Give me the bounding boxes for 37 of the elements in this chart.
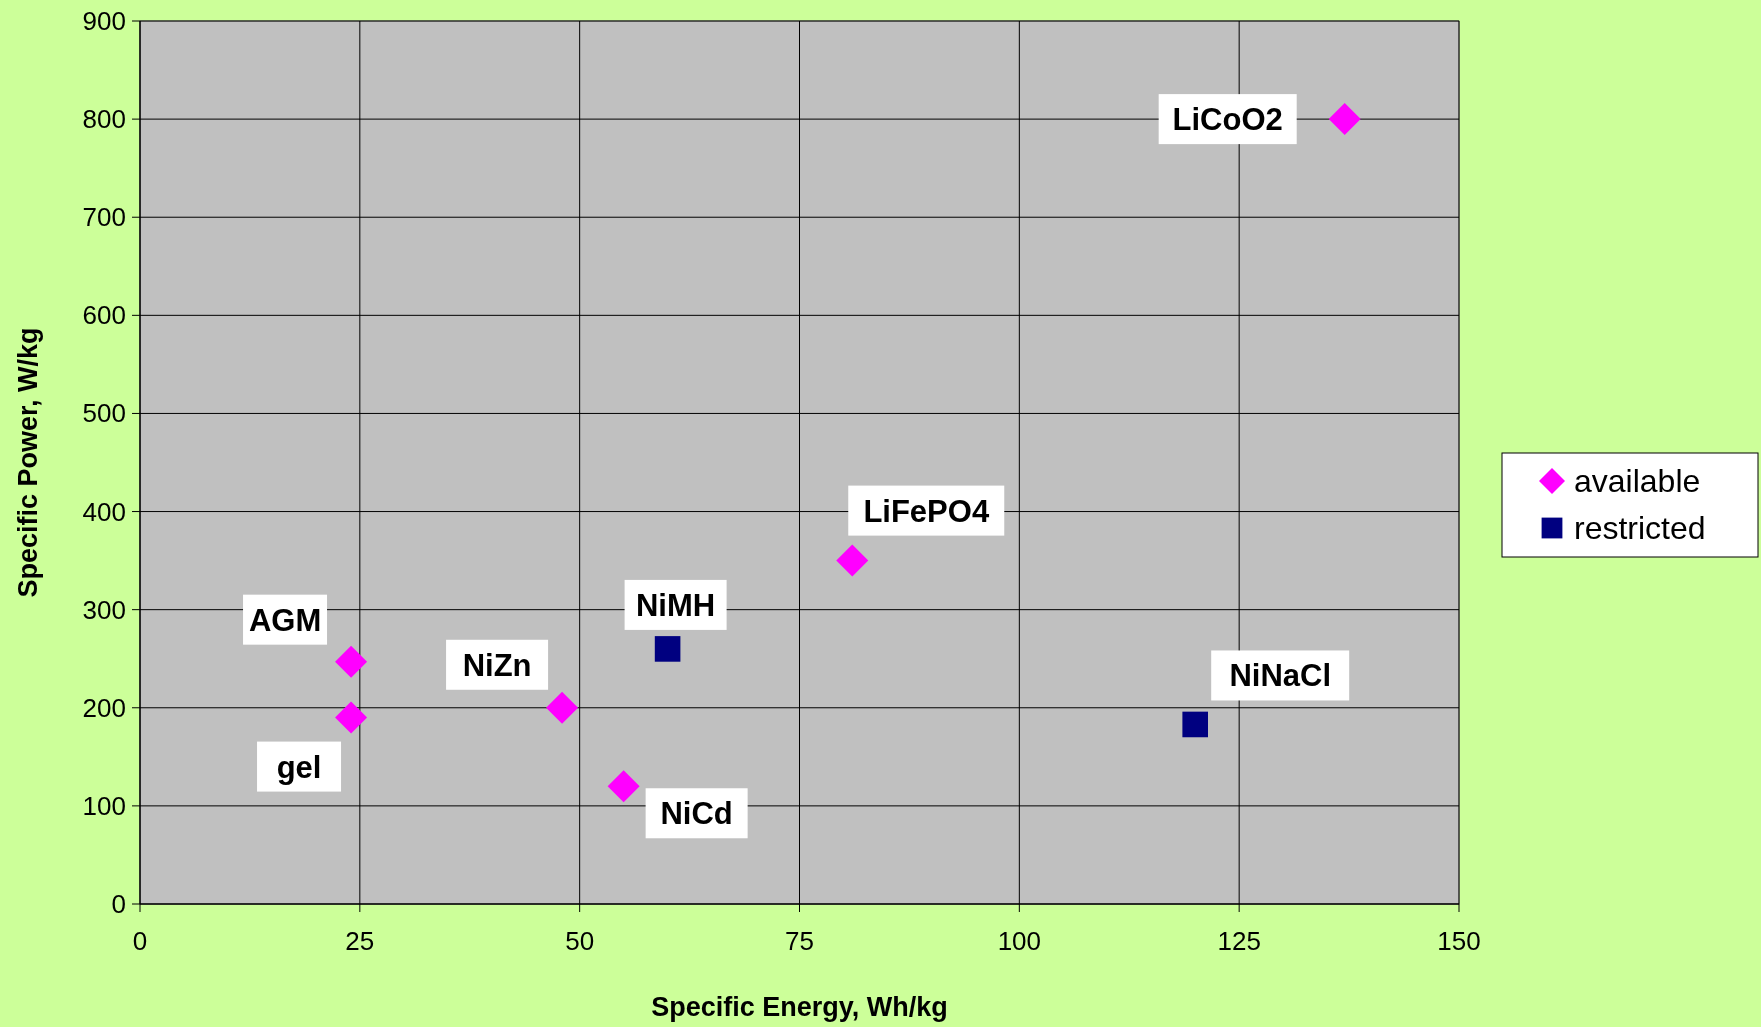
x-tick-label: 50 <box>565 926 595 956</box>
annotation: LiFePO4 <box>863 493 990 529</box>
x-axis-title: Specific Energy, Wh/kg <box>651 992 948 1022</box>
point <box>335 645 368 678</box>
y-axis-title: Specific Power, W/kg <box>13 327 43 598</box>
annotation: NiNaCl <box>1229 658 1332 694</box>
y-tick-label: 800 <box>82 104 126 135</box>
point <box>836 544 869 577</box>
y-tick-label: 400 <box>82 496 126 527</box>
legend-label: restricted <box>1574 510 1706 546</box>
x-tick-label: 150 <box>1437 926 1481 956</box>
annotation: LiCoO2 <box>1172 102 1283 138</box>
annotation: gel <box>276 749 322 785</box>
y-tick-label: 0 <box>111 889 126 919</box>
point <box>335 701 368 734</box>
point <box>546 691 579 724</box>
point <box>1182 711 1208 738</box>
point <box>654 636 681 662</box>
point <box>607 770 640 803</box>
y-tick-label: 100 <box>82 790 126 821</box>
x-tick-label: 75 <box>785 926 814 956</box>
x-tick-label: 100 <box>997 926 1042 956</box>
y-tick-label: 200 <box>82 692 126 723</box>
y-tick-label: 500 <box>82 398 126 429</box>
annotation: NiCd <box>660 796 733 832</box>
annotation: AGM <box>248 602 322 638</box>
annotation: NiMH <box>635 587 716 623</box>
y-tick-label: 900 <box>82 6 126 36</box>
legend-label: available <box>1574 463 1701 499</box>
y-tick-label: 600 <box>82 300 126 331</box>
y-tick-label: 700 <box>82 202 126 233</box>
x-tick-label: 25 <box>345 926 375 956</box>
x-tick-label: 0 <box>132 926 148 956</box>
point <box>1328 103 1361 136</box>
y-tick-label: 300 <box>82 594 126 625</box>
x-tick-label: 125 <box>1217 926 1261 956</box>
annotation: NiZn <box>462 647 532 683</box>
